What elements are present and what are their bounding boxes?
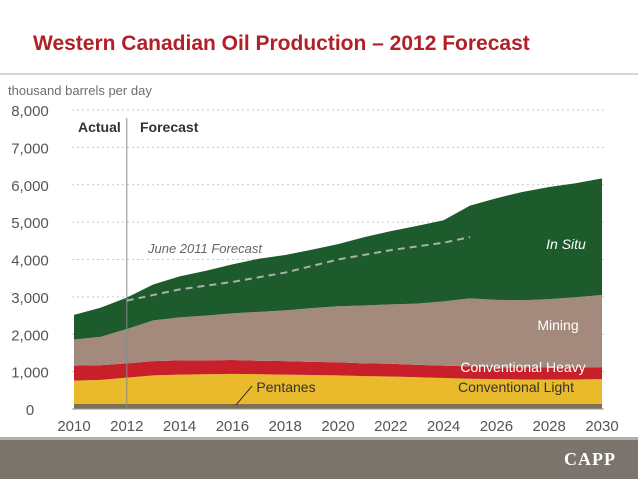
actual-label: Actual [78,119,121,135]
area-pentanes [74,403,602,409]
stacked-areas [72,178,604,410]
x-tick-label: 2010 [57,418,90,435]
capp-logo: CAPP [564,449,616,469]
y-tick-label: 5,000 [11,215,49,232]
y-tick-label: 4,000 [11,253,49,270]
x-tick-label: 2016 [216,418,249,435]
footer-band [0,440,638,479]
production-chart: thousand barrels per day 0 1,000 2,000 3,00… [8,83,619,435]
june-2011-forecast-label: June 2011 Forecast [147,241,263,256]
y-tick-label: 8,000 [11,103,49,120]
y-tick-label: 3,000 [11,290,49,307]
slide-title: Western Canadian Oil Production – 2012 F… [33,32,530,55]
series-label-conventional-light: Conventional Light [458,379,574,395]
unit-label: thousand barrels per day [8,83,152,98]
x-tick-label: 2020 [321,418,354,435]
series-label-pentanes: Pentanes [256,379,315,395]
x-tick-label: 2026 [480,418,513,435]
area-conventional-heavy [74,360,602,381]
forecast-label: Forecast [140,119,199,135]
x-tick-label: 2022 [374,418,407,435]
series-label-mining: Mining [537,317,578,333]
x-tick-label: 2018 [269,418,302,435]
x-axis-labels: 2010 2012 2014 2016 2018 2020 2022 2024 2026 2028… [57,418,618,435]
y-tick-label: 6,000 [11,178,49,195]
x-tick-label: 2030 [585,418,618,435]
x-tick-label: 2012 [110,418,143,435]
pentanes-pointer [235,385,253,406]
area-mining [74,295,602,368]
x-tick-label: 2024 [427,418,460,435]
annotations: June 2011 Forecast Pentanes Conventional L… [126,118,586,409]
x-tick-label: 2014 [163,418,196,435]
y-tick-label: 7,000 [11,140,49,157]
series-label-in-situ: In Situ [546,236,586,252]
series-label-conventional-heavy: Conventional Heavy [460,359,585,375]
y-tick-label: 0 [26,402,34,419]
y-tick-label: 2,000 [11,327,49,344]
y-tick-label: 1,000 [11,365,49,382]
title-divider [0,73,638,75]
y-axis-labels: 0 1,000 2,000 3,000 4,000 5,000 6,000 7,000 8,00… [11,103,49,419]
area-conventional-light [74,373,602,404]
x-tick-label: 2028 [533,418,566,435]
area-in-situ [74,178,602,340]
footer-rule [0,437,638,440]
june-2011-forecast-line [126,236,471,302]
